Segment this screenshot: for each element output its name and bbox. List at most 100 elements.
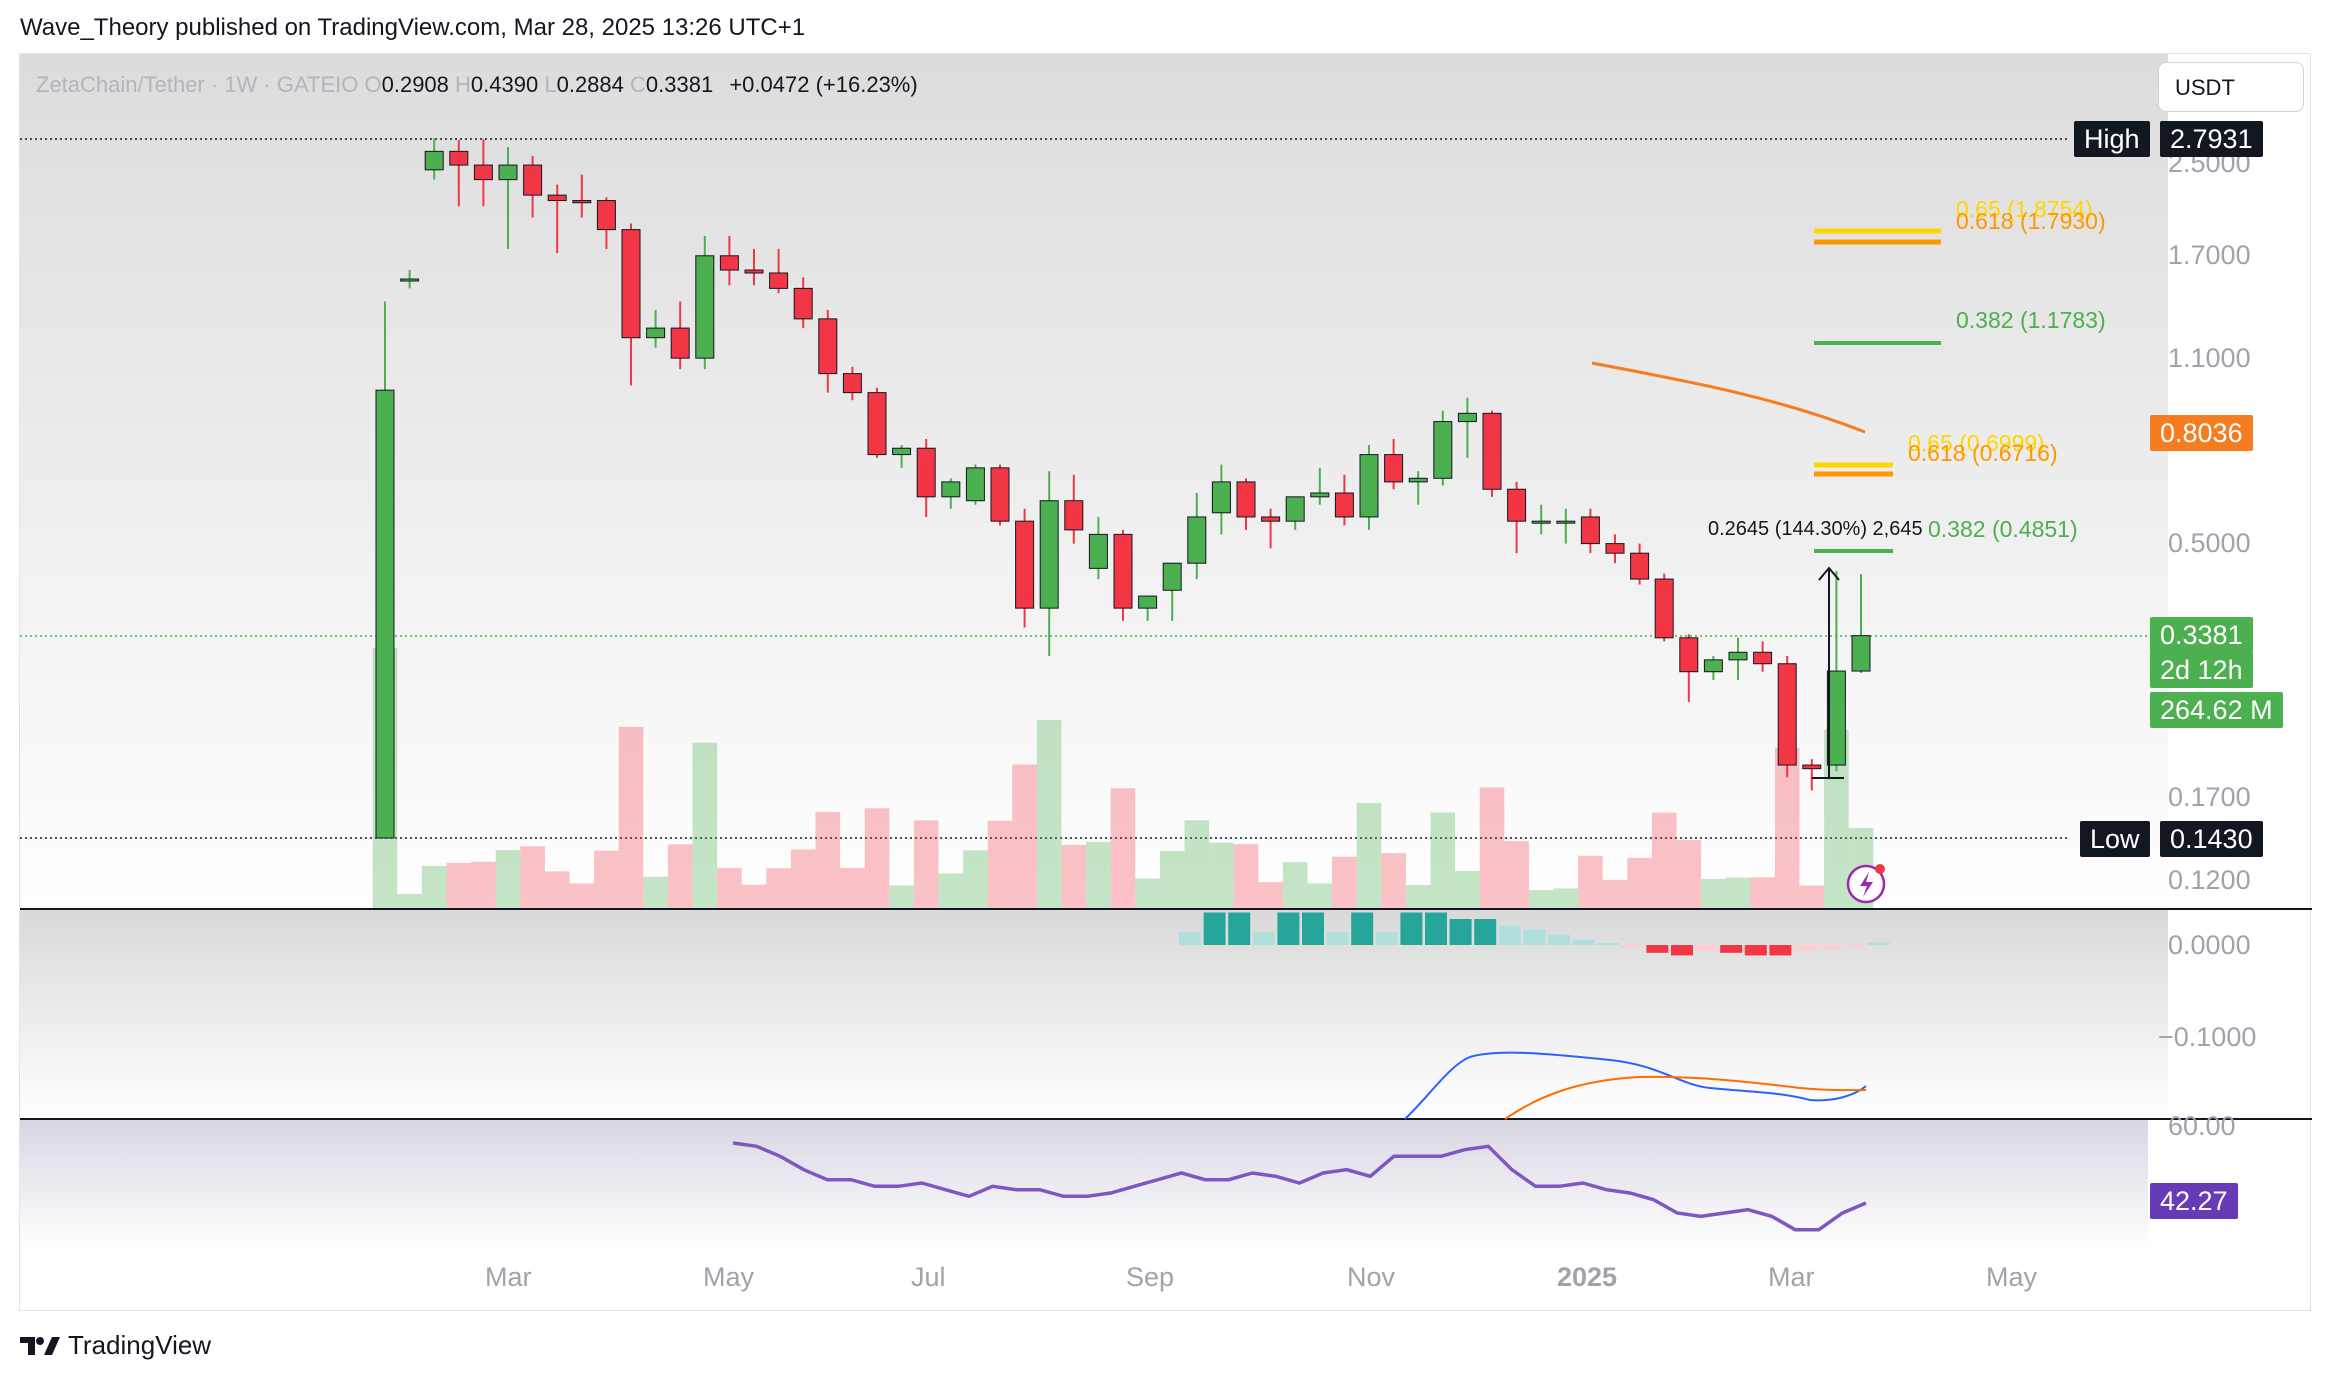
time-axis-tick: Mar (1768, 1262, 1815, 1292)
candle-body (867, 392, 887, 456)
candle-body (1187, 516, 1207, 564)
candle (719, 235, 739, 286)
candle (1408, 471, 1428, 505)
volume-bar (1627, 857, 1652, 908)
candle (941, 478, 961, 509)
candle-body (1482, 412, 1502, 490)
candle (1162, 562, 1182, 621)
candle (1802, 759, 1822, 791)
volume-bar (520, 846, 545, 908)
chart-frame (19, 53, 2311, 1311)
macd-histogram-bar (1720, 945, 1743, 953)
macd-histogram-bar (1744, 945, 1767, 956)
measure-tool[interactable] (1812, 566, 1844, 779)
alert-icon[interactable] (1846, 864, 1886, 904)
candle (867, 387, 887, 458)
candle-body (596, 200, 616, 231)
macd-histogram-bar (1252, 932, 1275, 945)
price-axis-tick: 0.1200 (2168, 865, 2251, 895)
volume-bar (1332, 856, 1357, 908)
candle (449, 140, 469, 207)
price-axis-tick: 1.1000 (2168, 343, 2251, 373)
macd-histogram-bar (1375, 932, 1398, 945)
macd-histogram-bar (1818, 945, 1841, 949)
candle (400, 270, 420, 289)
volume-bar (1528, 890, 1554, 908)
volume-bar (397, 893, 422, 908)
volume-bar (1405, 884, 1431, 908)
time-axis-tick: 2025 (1557, 1262, 1618, 1292)
candle-body (916, 447, 936, 498)
tradingview-logo[interactable]: TradingView (20, 1330, 211, 1361)
candle (1630, 543, 1650, 585)
measure-label: 0.2645 (144.30%) 2,645 (1708, 518, 1923, 540)
macd-histogram-bar (1548, 934, 1570, 945)
candle (1753, 641, 1773, 672)
candle (1605, 534, 1625, 564)
candle-body (621, 229, 641, 339)
volume-bar (840, 867, 865, 908)
price-axis-tick: 0.1700 (2168, 782, 2251, 812)
candle (1039, 471, 1059, 657)
volume-bar (1036, 719, 1062, 908)
candle-body (1457, 412, 1477, 423)
change-value: +0.0472 (+16.23%) (729, 72, 918, 97)
candle-body (375, 389, 395, 839)
volume-bar (741, 884, 767, 908)
candle-body (1138, 595, 1158, 609)
volume-bar (618, 726, 644, 908)
symbol-legend[interactable]: ZetaChain/Tether · 1W · GATEIO O0.2908 H… (36, 72, 918, 98)
candle (793, 277, 813, 329)
volume-bar (1184, 820, 1210, 908)
macd-histogram-bar (1671, 945, 1693, 956)
candle (695, 235, 715, 370)
candle-body (1679, 637, 1699, 673)
high-label: H (455, 72, 471, 97)
candle-body (1826, 670, 1846, 766)
volume-bar (1061, 844, 1087, 908)
candle-body (449, 150, 469, 166)
candle (1507, 481, 1527, 554)
moving-average-line (1591, 361, 1866, 434)
volume-bar (1553, 888, 1579, 908)
high-tag-label: High (2074, 121, 2150, 157)
candle (1088, 516, 1108, 580)
open-value: 0.2908 (381, 72, 449, 97)
candle-body (1654, 578, 1674, 639)
volume-bar (1651, 812, 1677, 908)
candle (1334, 474, 1354, 526)
volume-bar (1012, 764, 1037, 908)
candle-body (1851, 635, 1871, 672)
candle (1064, 474, 1084, 544)
candle-body (892, 447, 912, 456)
candle (965, 464, 985, 505)
candle (1310, 467, 1330, 505)
volume-bar (1282, 862, 1308, 908)
symbol-name: ZetaChain/Tether · 1W · GATEIO (36, 72, 359, 97)
open-label: O (364, 72, 382, 97)
time-axis-tick: Sep (1126, 1262, 1175, 1292)
candle-body (793, 287, 813, 320)
candle (1433, 410, 1453, 486)
candle-body (1064, 500, 1084, 531)
rsi-pane-bg (20, 1120, 2148, 1248)
volume-bar (913, 820, 939, 908)
candle-body (818, 318, 838, 375)
volume-bar (1676, 840, 1702, 908)
currency-button[interactable]: USDT (2158, 62, 2304, 112)
candle-body (1507, 488, 1527, 522)
candle-body (1310, 492, 1330, 498)
volume-bar (1578, 855, 1603, 908)
candle-body (1359, 454, 1379, 518)
volume-bar (1110, 788, 1136, 908)
candle-body (547, 194, 567, 202)
time-axis-tick: Nov (1347, 1262, 1396, 1292)
macd-histogram-bar (1695, 945, 1718, 951)
candle (1211, 464, 1231, 535)
macd-histogram-bar (1843, 945, 1866, 947)
candle-body (1433, 421, 1453, 479)
close-label: C (630, 72, 646, 97)
macd-histogram-bar (1277, 912, 1300, 945)
candle-body (1777, 663, 1797, 766)
